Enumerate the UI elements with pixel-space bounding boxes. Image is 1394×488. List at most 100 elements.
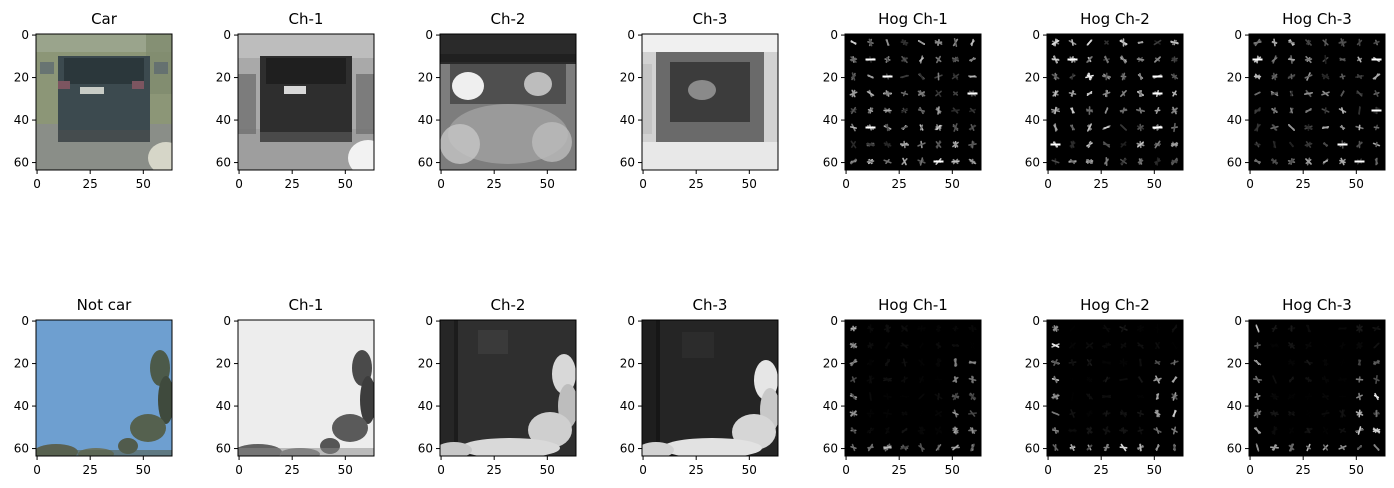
panel-title: Hog Ch-3 — [1282, 10, 1352, 28]
car-ch3-image — [642, 34, 778, 170]
x-tick-label: 50 — [136, 463, 151, 477]
panel-car-1: Car 0 20 40 60 0 25 50 — [14, 8, 173, 196]
panel-title: Hog Ch-1 — [878, 296, 948, 314]
axes-frame — [1046, 33, 1184, 171]
y-tick-label: 60 — [823, 156, 838, 170]
axes-frame — [844, 319, 982, 457]
x-tick-label: 50 — [338, 177, 353, 191]
panel-car-7: Hog Ch-3 0 20 40 60 0 25 50 — [1227, 8, 1386, 196]
panel-title: Ch-2 — [490, 296, 526, 314]
panel-notcar-5: Hog Ch-1 0 20 40 60 0 25 50 — [823, 294, 982, 482]
x-tick-label: 25 — [1296, 177, 1311, 191]
axes-frame — [237, 319, 375, 457]
panel-notcar-2: Ch-1 0 20 40 60 0 25 50 — [216, 294, 375, 482]
panel-title: Hog Ch-3 — [1282, 296, 1352, 314]
y-tick-label: 0 — [21, 28, 29, 42]
x-tick-label: 0 — [1044, 177, 1052, 191]
y-tick-label: 20 — [1025, 71, 1040, 85]
y-tick-label: 0 — [21, 314, 29, 328]
panel-title: Ch-1 — [288, 10, 324, 28]
y-tick-label: 40 — [216, 399, 231, 413]
y-tick-label: 60 — [14, 442, 29, 456]
x-tick-label: 50 — [945, 177, 960, 191]
panel-title: Hog Ch-2 — [1080, 296, 1150, 314]
y-tick-label: 40 — [823, 113, 838, 127]
y-tick-label: 40 — [14, 113, 29, 127]
y-tick-label: 20 — [620, 71, 635, 85]
notcar-image — [36, 320, 172, 456]
plot-axes: 0 20 40 60 0 25 50 — [418, 314, 577, 477]
y-tick-label: 20 — [216, 357, 231, 371]
plot-axes: 0 20 40 60 0 25 50 — [823, 314, 982, 477]
notcar-ch1-image — [238, 320, 374, 456]
panel-title: Ch-3 — [692, 296, 728, 314]
panel-title: Ch-1 — [288, 296, 324, 314]
y-tick-label: 40 — [1227, 399, 1242, 413]
axes-frame — [1248, 319, 1386, 457]
y-tick-label: 20 — [1025, 357, 1040, 371]
y-tick-label: 40 — [216, 113, 231, 127]
x-tick-label: 0 — [1246, 177, 1254, 191]
panel-notcar-7: Hog Ch-3 0 20 40 60 0 25 50 — [1227, 294, 1386, 482]
x-tick-label: 25 — [83, 177, 98, 191]
y-tick-label: 20 — [418, 71, 433, 85]
car-image — [36, 34, 172, 170]
x-tick-label: 25 — [285, 177, 300, 191]
x-tick-label: 50 — [338, 463, 353, 477]
y-tick-label: 0 — [425, 28, 433, 42]
panel-title: Not car — [76, 296, 132, 314]
plot-axes: 0 20 40 60 0 25 50 — [14, 28, 173, 191]
x-tick-label: 0 — [235, 463, 243, 477]
x-tick-label: 25 — [892, 463, 907, 477]
x-tick-label: 25 — [892, 177, 907, 191]
axes-frame — [844, 33, 982, 171]
y-tick-label: 20 — [1227, 357, 1242, 371]
y-tick-label: 20 — [418, 357, 433, 371]
y-tick-label: 20 — [14, 357, 29, 371]
y-tick-label: 40 — [1025, 113, 1040, 127]
panel-title: Ch-2 — [490, 10, 526, 28]
plot-axes: 0 20 40 60 0 25 50 — [14, 314, 173, 477]
x-tick-label: 0 — [437, 463, 445, 477]
plot-axes: 0 20 40 60 0 25 50 — [620, 28, 779, 191]
plot-axes: 0 20 40 60 0 25 50 — [216, 28, 375, 191]
x-tick-label: 50 — [945, 463, 960, 477]
panel-car-5: Hog Ch-1 0 20 40 60 0 25 50 — [823, 8, 982, 196]
notcar-hog-ch3-image — [1249, 320, 1385, 456]
x-tick-label: 25 — [487, 463, 502, 477]
y-tick-label: 20 — [620, 357, 635, 371]
x-tick-label: 50 — [136, 177, 151, 191]
x-tick-label: 0 — [437, 177, 445, 191]
x-tick-label: 0 — [33, 177, 41, 191]
x-tick-label: 50 — [742, 177, 757, 191]
plot-axes: 0 20 40 60 0 25 50 — [1227, 28, 1386, 191]
x-tick-label: 50 — [540, 463, 555, 477]
axes-frame — [35, 33, 173, 171]
panel-car-2: Ch-1 0 20 40 60 0 25 50 — [216, 8, 375, 196]
y-tick-label: 0 — [1032, 28, 1040, 42]
notcar-hog-ch2-image — [1047, 320, 1183, 456]
x-tick-label: 25 — [689, 463, 704, 477]
axes-frame — [641, 319, 779, 457]
y-tick-label: 0 — [223, 28, 231, 42]
x-tick-label: 0 — [33, 463, 41, 477]
y-tick-label: 20 — [823, 357, 838, 371]
axes-frame — [1046, 319, 1184, 457]
y-tick-label: 0 — [830, 314, 838, 328]
y-tick-label: 60 — [418, 156, 433, 170]
x-tick-label: 50 — [742, 463, 757, 477]
axes-frame — [1248, 33, 1386, 171]
y-tick-label: 60 — [1227, 156, 1242, 170]
car-hog-ch2-image — [1047, 34, 1183, 170]
x-tick-label: 50 — [1147, 177, 1162, 191]
x-tick-label: 25 — [285, 463, 300, 477]
x-tick-label: 25 — [1296, 463, 1311, 477]
y-tick-label: 40 — [620, 399, 635, 413]
y-tick-label: 40 — [620, 113, 635, 127]
axes-frame — [439, 33, 577, 171]
axes-frame — [439, 319, 577, 457]
x-tick-label: 0 — [1044, 463, 1052, 477]
x-tick-label: 25 — [689, 177, 704, 191]
y-tick-label: 0 — [627, 314, 635, 328]
y-tick-label: 60 — [14, 156, 29, 170]
